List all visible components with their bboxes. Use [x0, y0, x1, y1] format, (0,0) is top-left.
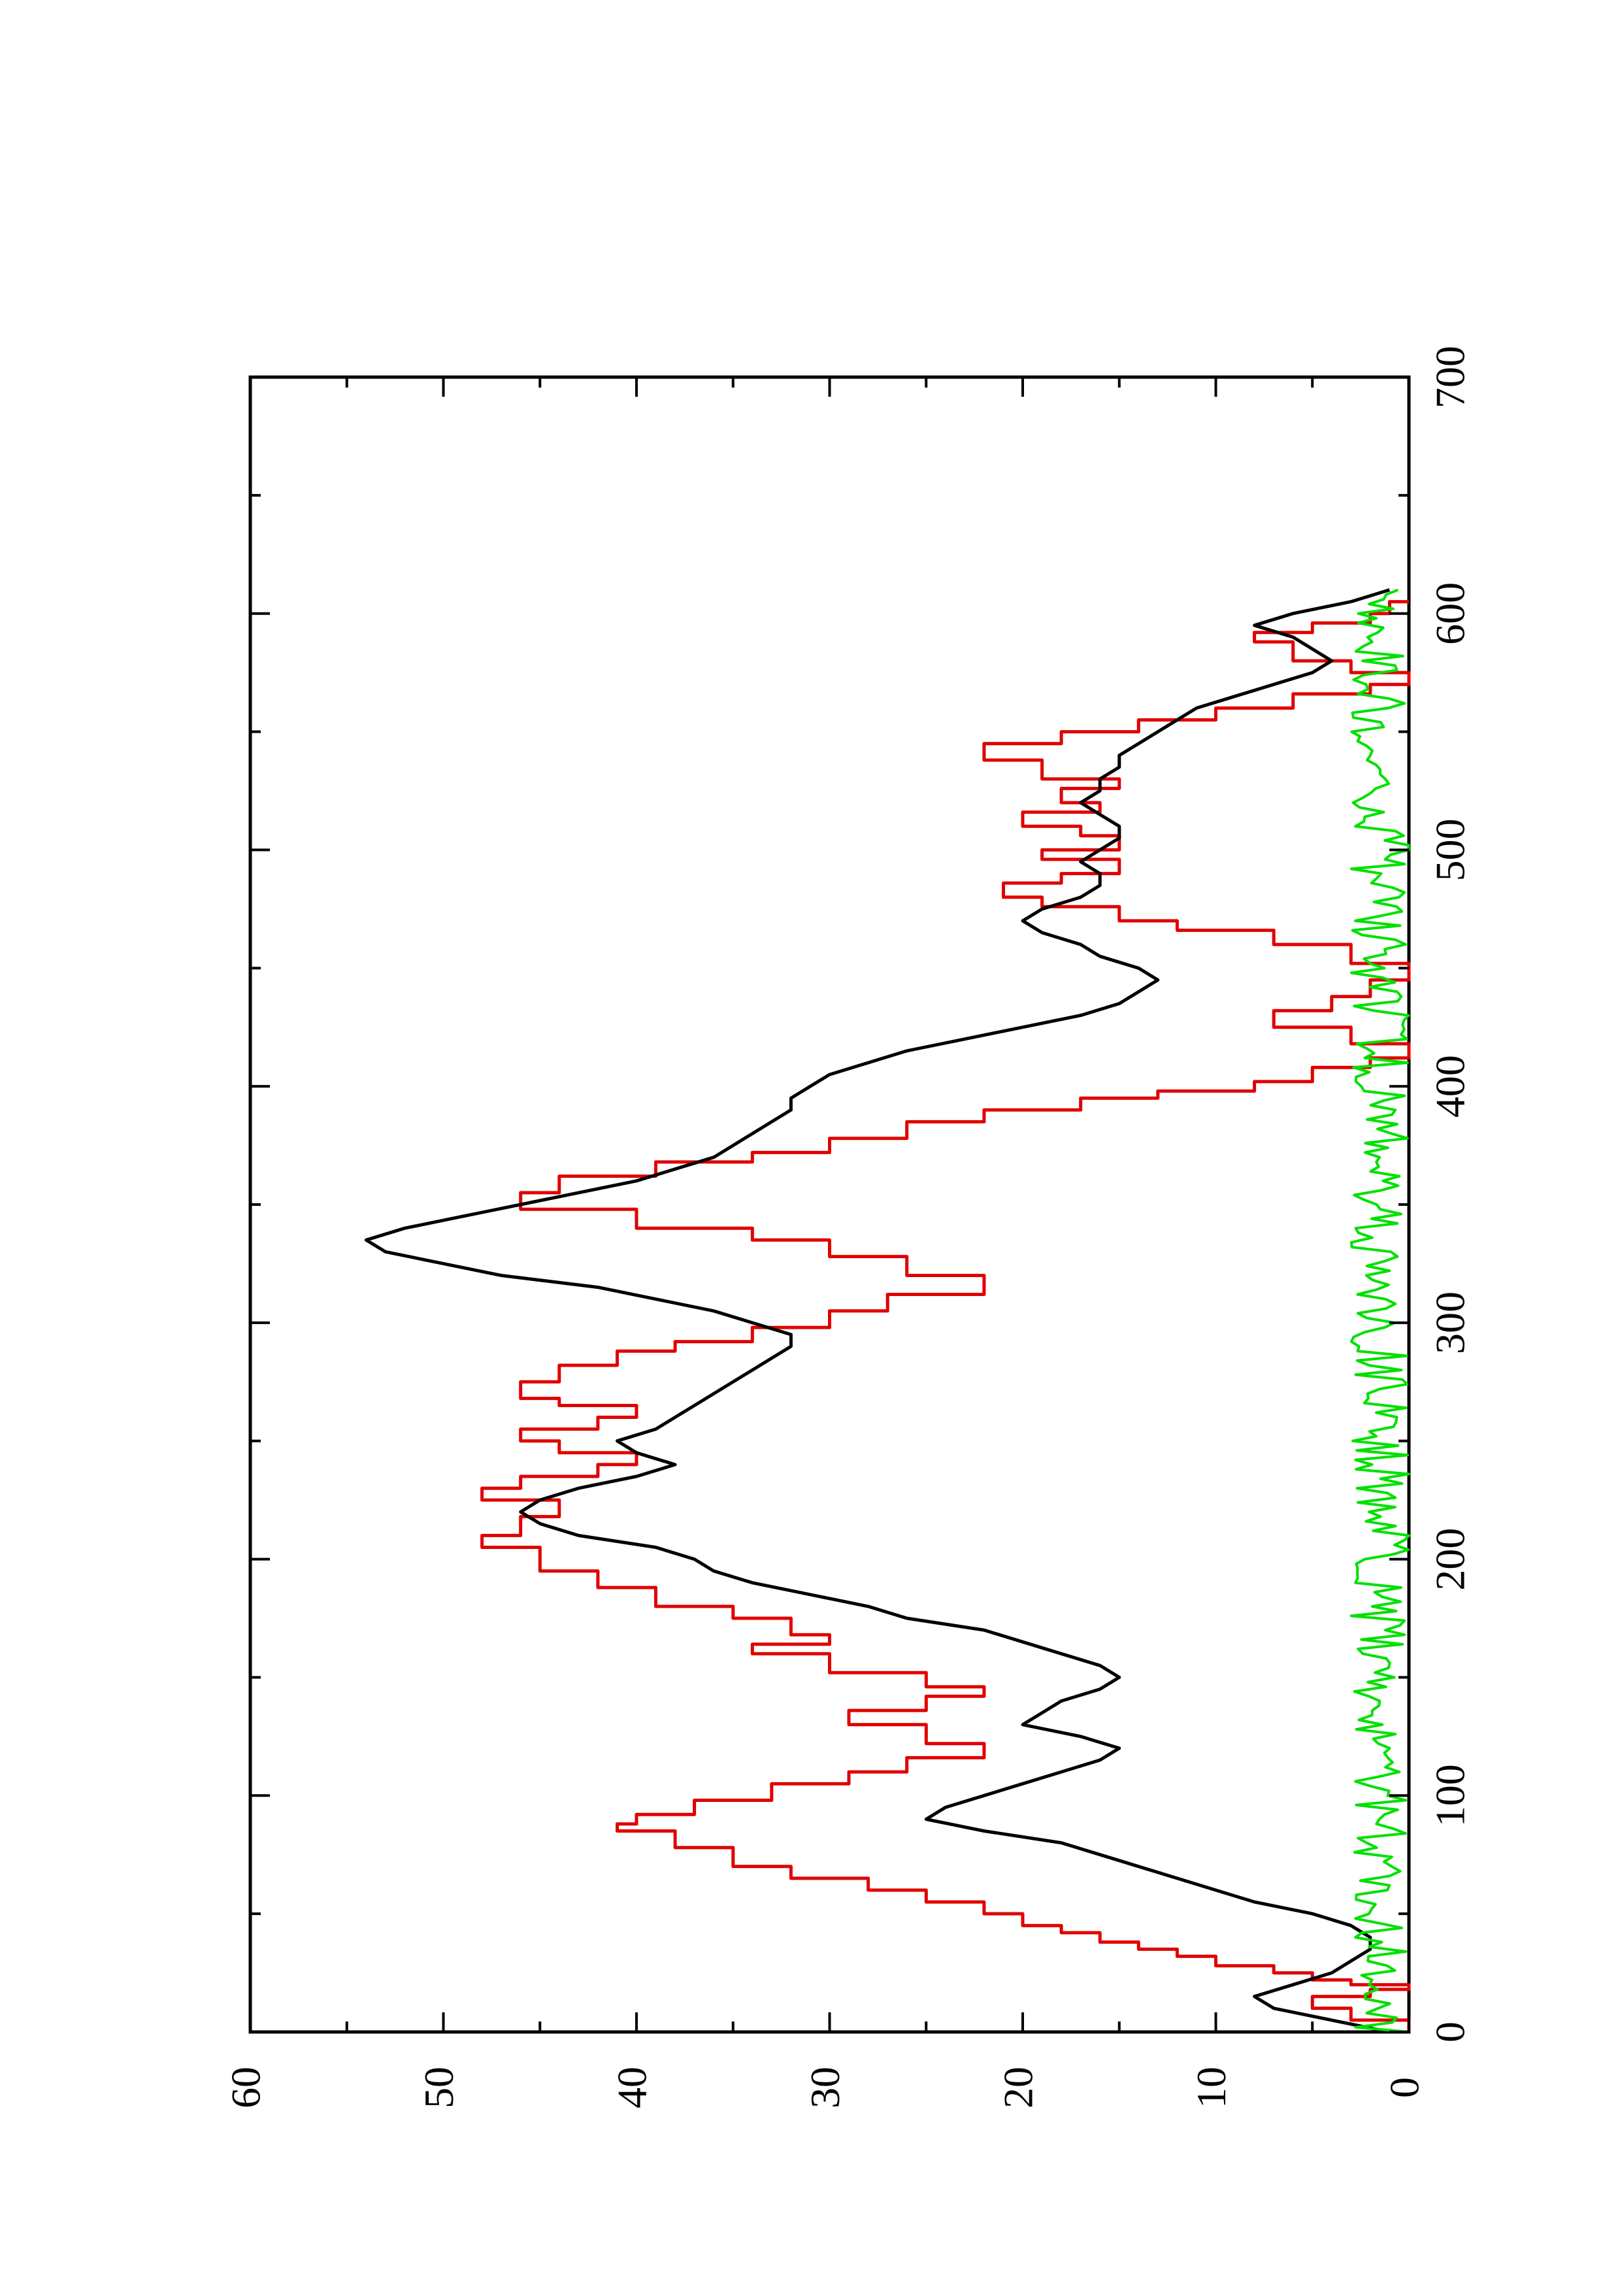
series-line-2 [364, 588, 1391, 2034]
y-tick-label: 0 [1381, 2077, 1428, 2098]
x-tick-label: 600 [1427, 582, 1474, 645]
series-line-1 [480, 600, 1411, 2032]
y-tick-label: 10 [1188, 2067, 1234, 2108]
x-tick-label: 400 [1427, 1055, 1474, 1118]
y-tick-label: 60 [223, 2067, 269, 2108]
x-tick-label: 100 [1427, 1764, 1474, 1827]
x-tick-label: 500 [1427, 818, 1474, 881]
y-tick-label: 30 [802, 2067, 848, 2108]
y-tick-label: 50 [416, 2067, 462, 2108]
y-tick-label: 40 [609, 2067, 655, 2108]
series-layer [364, 588, 1411, 2034]
y-tick-label: 20 [995, 2067, 1042, 2108]
series-line-3 [1349, 588, 1410, 2033]
x-tick-label: 200 [1427, 1528, 1474, 1591]
x-tick-label: 700 [1427, 346, 1474, 408]
tick-label-layer: 0 100 200 300 400 500 600 700 0 10 20 30 40 50 60 [223, 346, 1474, 2108]
x-tick-label: 300 [1427, 1291, 1474, 1354]
x-tick-label: 0 [1427, 2021, 1474, 2042]
tick-layer [249, 376, 1410, 2033]
